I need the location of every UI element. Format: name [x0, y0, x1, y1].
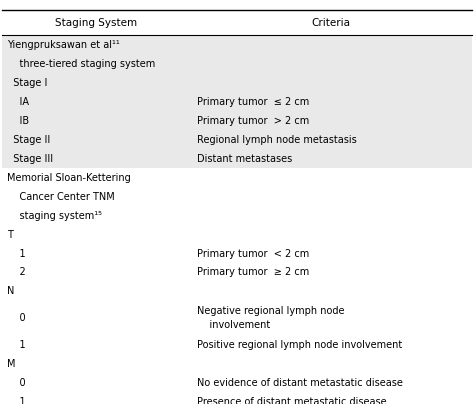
Text: three-tiered staging system: three-tiered staging system [7, 59, 155, 69]
Text: N: N [7, 286, 15, 297]
Text: Primary tumor  > 2 cm: Primary tumor > 2 cm [197, 116, 309, 126]
Bar [2, 35, 472, 168]
Text: M: M [7, 359, 16, 368]
Bar [2, 168, 472, 404]
Text: Negative regional lymph node
    involvement: Negative regional lymph node involvement [197, 307, 344, 330]
Text: IB: IB [7, 116, 29, 126]
Text: Primary tumor  ≥ 2 cm: Primary tumor ≥ 2 cm [197, 267, 309, 278]
Text: Primary tumor  ≤ 2 cm: Primary tumor ≤ 2 cm [197, 97, 309, 107]
Text: T: T [7, 229, 13, 240]
Text: 2: 2 [7, 267, 26, 278]
Text: Staging System: Staging System [55, 18, 137, 27]
Text: 0: 0 [7, 378, 26, 387]
Text: Cancer Center TNM: Cancer Center TNM [7, 191, 115, 202]
Text: Regional lymph node metastasis: Regional lymph node metastasis [197, 135, 356, 145]
Text: 0: 0 [7, 313, 26, 323]
Text: Memorial Sloan-Kettering: Memorial Sloan-Kettering [7, 173, 131, 183]
Text: Presence of distant metastatic disease: Presence of distant metastatic disease [197, 397, 386, 404]
Text: 1: 1 [7, 340, 26, 349]
Text: staging system¹⁵: staging system¹⁵ [7, 210, 102, 221]
Text: Stage I: Stage I [7, 78, 47, 88]
Text: Criteria: Criteria [311, 18, 350, 27]
Text: Distant metastases: Distant metastases [197, 154, 292, 164]
Text: IA: IA [7, 97, 29, 107]
Text: 1: 1 [7, 397, 26, 404]
Text: Stage III: Stage III [7, 154, 53, 164]
Text: Yiengpruksawan et al¹¹: Yiengpruksawan et al¹¹ [7, 40, 120, 50]
Text: Positive regional lymph node involvement: Positive regional lymph node involvement [197, 340, 402, 349]
Text: No evidence of distant metastatic disease: No evidence of distant metastatic diseas… [197, 378, 402, 387]
Text: 1: 1 [7, 248, 26, 259]
Bar [2, 10, 472, 35]
Text: Primary tumor  < 2 cm: Primary tumor < 2 cm [197, 248, 309, 259]
Text: Stage II: Stage II [7, 135, 50, 145]
